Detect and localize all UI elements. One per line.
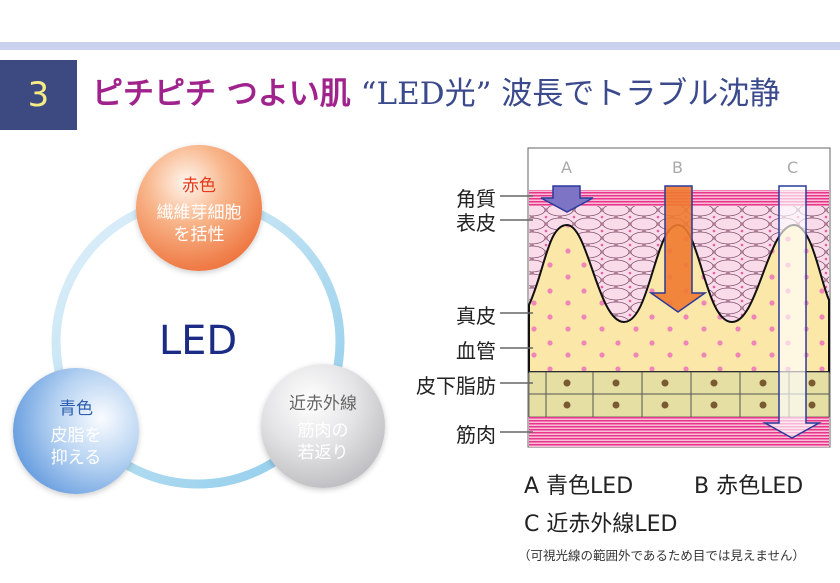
title-part3: 波長でトラブル沈静 <box>501 76 781 112</box>
arrow-b-label: B <box>672 158 683 177</box>
blue-heading: 青色 <box>59 398 93 419</box>
arrow-a-label: A <box>561 158 572 177</box>
title-part2: “LED光” <box>360 76 492 112</box>
blue-body-1: 皮脂を <box>50 425 102 446</box>
red-light-bubble: 赤色 繊維芽細胞 を括性 <box>136 145 262 271</box>
nir-body-1: 筋肉の <box>297 420 349 441</box>
nir-light-bubble: 近赤外線 筋肉の 若返り <box>261 364 385 488</box>
layer-label-corneum: 角質 <box>456 187 496 211</box>
arrow-c <box>762 185 822 439</box>
title-part1: ピチピチ つよい肌 <box>92 76 351 112</box>
red-body-2: を括性 <box>173 224 225 245</box>
arrow-a <box>540 185 594 213</box>
led-center-label: LED <box>158 318 238 364</box>
layer-label-blood-vessel: 血管 <box>456 339 496 363</box>
label-leader-lines <box>500 195 533 433</box>
layer-label-dermis: 真皮 <box>456 304 496 328</box>
top-band <box>0 42 840 50</box>
footnote: （可視光線の範囲外であるため目では見えません） <box>518 548 806 563</box>
legend-a: A 青色LED <box>524 474 634 499</box>
nir-body-2: 若返り <box>297 442 349 463</box>
legend-b: B 赤色LED <box>694 474 804 499</box>
arrow-c-label: C <box>787 158 799 177</box>
layer-label-fat: 皮下脂肪 <box>416 374 496 398</box>
layer-label-muscle: 筋肉 <box>456 423 496 447</box>
section-number-text: 3 <box>27 75 50 115</box>
layer-label-epidermis: 表皮 <box>456 211 496 235</box>
arrow-b <box>648 185 708 313</box>
blue-body-2: 抑える <box>50 447 102 468</box>
section-title: ピチピチ つよい肌 “LED光” 波長でトラブル沈静 <box>92 72 780 116</box>
legend-c: C 近赤外線LED <box>524 512 678 537</box>
red-heading: 赤色 <box>182 175 216 196</box>
blue-light-bubble: 青色 皮脂を 抑える <box>13 368 139 494</box>
nir-heading: 近赤外線 <box>289 393 357 414</box>
section-number: 3 <box>0 60 77 130</box>
red-body-1: 繊維芽細胞 <box>156 202 242 223</box>
